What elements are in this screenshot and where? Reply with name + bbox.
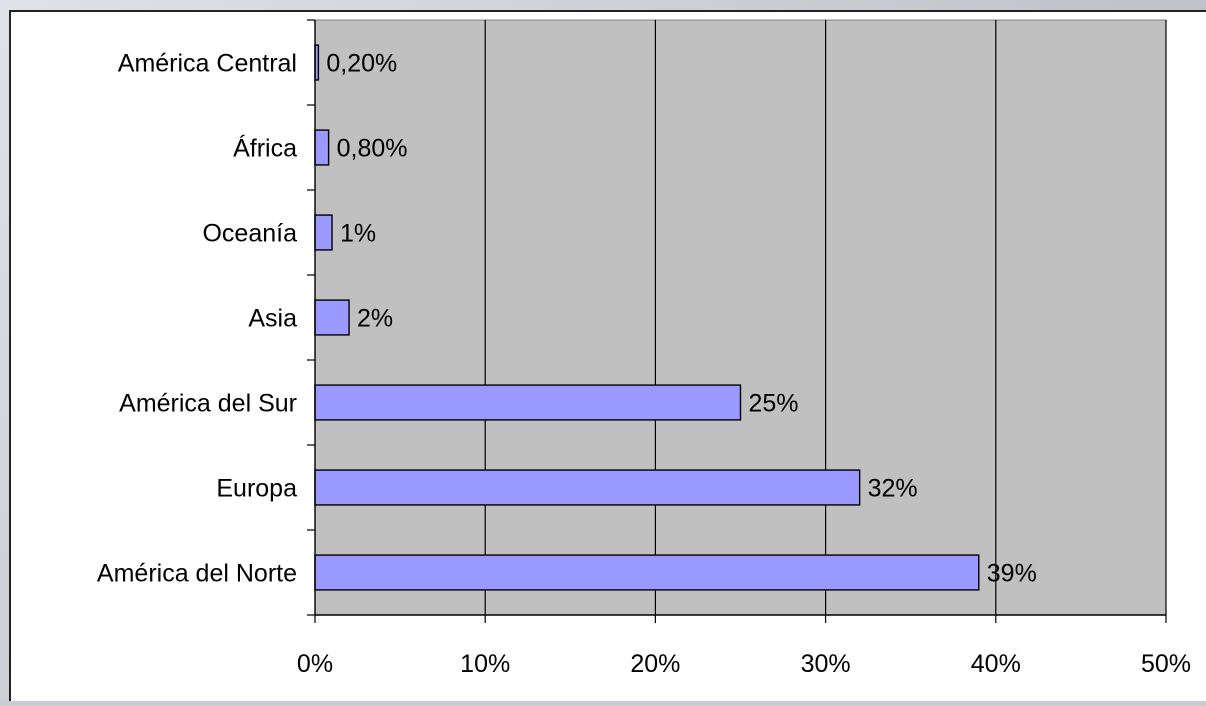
axes xyxy=(307,19,1167,623)
data-label: 2% xyxy=(357,305,393,333)
x-tick-label: 50% xyxy=(1141,650,1191,678)
x-tick-label: 0% xyxy=(297,650,333,678)
bar xyxy=(314,299,350,336)
category-label: América del Sur xyxy=(119,390,297,418)
category-label: Europa xyxy=(216,475,297,503)
gridlines xyxy=(484,20,1167,615)
data-label: 32% xyxy=(868,475,918,503)
bar xyxy=(314,129,330,166)
data-labels: 0,20% 0,80% 1% 2% 25% 32% 39% xyxy=(326,50,1036,588)
x-tick-label: 20% xyxy=(630,650,680,678)
bar xyxy=(314,469,861,506)
x-tick-labels: 0% 10% 20% 30% 40% 50% xyxy=(297,650,1191,678)
chart-frame: América Central África Oceanía Asia América … xyxy=(9,10,1206,701)
category-labels: América Central África Oceanía Asia América … xyxy=(97,50,297,588)
bar xyxy=(314,554,980,591)
data-label: 25% xyxy=(749,390,799,418)
bars xyxy=(314,44,980,591)
category-label: América Central xyxy=(118,50,297,78)
data-label: 0,20% xyxy=(326,50,397,78)
data-label: 39% xyxy=(987,560,1037,588)
bar-chart: América Central África Oceanía Asia América … xyxy=(97,19,1191,678)
plot-area xyxy=(314,19,1167,616)
bar xyxy=(314,384,742,421)
bar xyxy=(314,214,333,251)
data-label: 1% xyxy=(340,220,376,248)
category-label: Asia xyxy=(248,305,297,333)
category-label: Oceanía xyxy=(202,220,297,248)
x-tick-label: 40% xyxy=(971,650,1021,678)
x-tick-label: 10% xyxy=(460,650,510,678)
category-label: África xyxy=(233,134,297,163)
category-label: América del Norte xyxy=(97,560,297,588)
x-tick-label: 30% xyxy=(801,650,851,678)
data-label: 0,80% xyxy=(337,135,408,163)
